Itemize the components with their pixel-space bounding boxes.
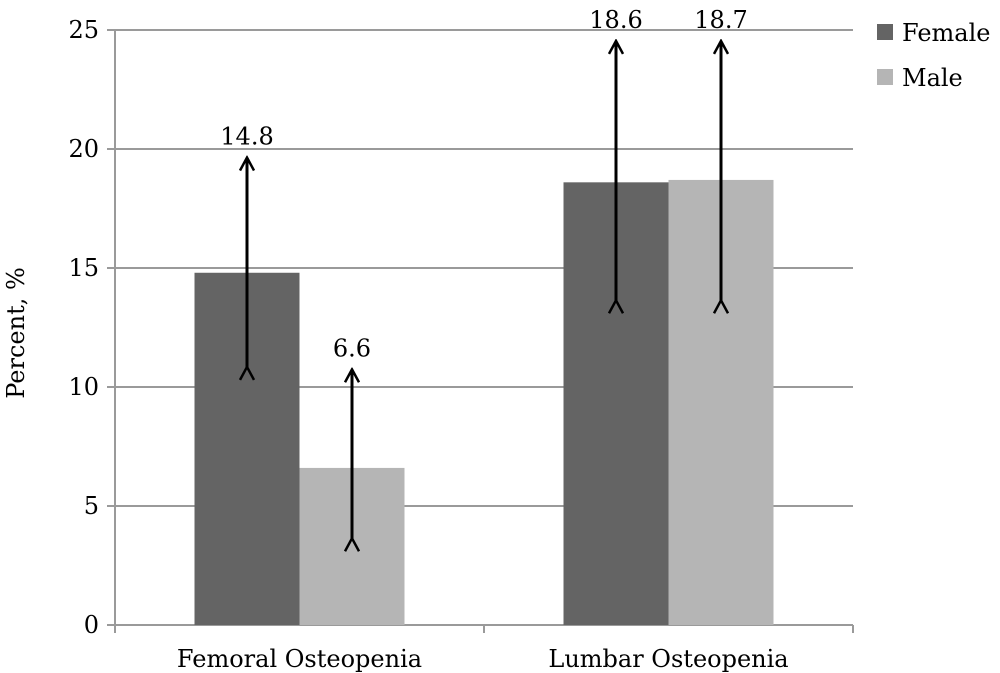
legend-swatch-male: [877, 69, 893, 85]
legend-swatch-female: [877, 24, 893, 40]
legend-label-male: Male: [902, 64, 963, 92]
y-tick-label: 5: [84, 492, 99, 520]
data-label: 6.6: [333, 334, 371, 362]
axes: 0 5 10 15 20 25 Femoral Osteopenia Lumbar Osteo…: [68, 16, 854, 673]
error-arrows: [247, 42, 721, 539]
y-tick-label: 15: [68, 254, 99, 282]
x-category-label: Lumbar Osteopenia: [548, 645, 788, 673]
legend: Female Male: [877, 19, 991, 92]
legend-label-female: Female: [902, 19, 991, 47]
x-category-label: Femoral Osteopenia: [177, 645, 422, 673]
y-axis-title: Percent, %: [2, 267, 30, 399]
data-label: 18.7: [694, 6, 747, 34]
y-tick-label: 10: [68, 373, 99, 401]
y-tick-label: 20: [68, 135, 99, 163]
data-labels: 14.8 6.6 18.6 18.7: [220, 6, 747, 362]
y-tick-label: 0: [84, 611, 99, 639]
data-label: 18.6: [589, 6, 642, 34]
y-tick-label: 25: [68, 16, 99, 44]
data-label: 14.8: [220, 123, 273, 151]
bars: [194, 179, 774, 625]
